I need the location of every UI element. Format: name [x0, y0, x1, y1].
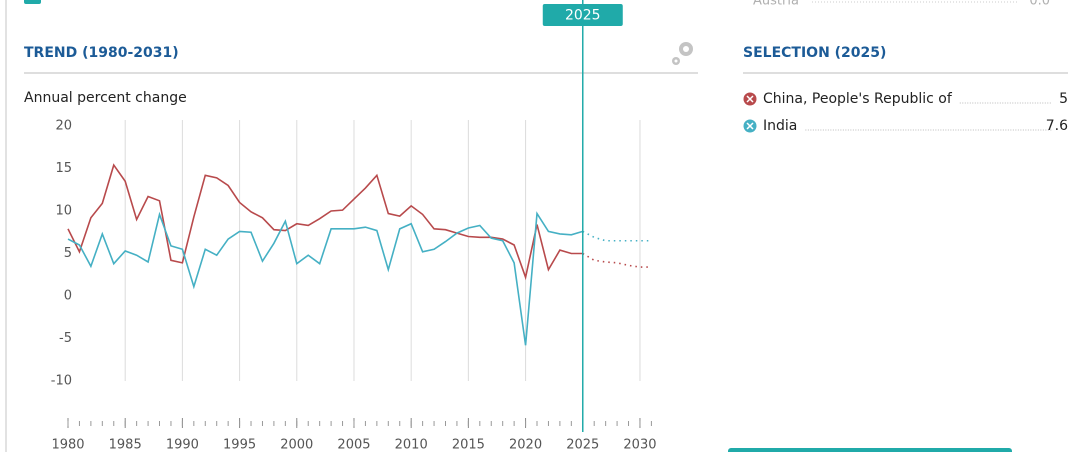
- x-tick-label: 2005: [337, 438, 370, 453]
- chart-subtitle: Annual percent change: [24, 90, 187, 106]
- y-tick-label: -5: [59, 331, 72, 346]
- y-tick-label: 20: [55, 119, 72, 134]
- x-tick-label: 1990: [166, 438, 199, 453]
- settings-icon[interactable]: [672, 42, 693, 65]
- series-line: [67, 211, 583, 346]
- selection-value: 7.6: [1046, 118, 1068, 134]
- remove-cross: [746, 95, 754, 103]
- cursor-label: 2025: [565, 8, 601, 24]
- top-row-label: Austria: [753, 0, 799, 9]
- series-line: [582, 230, 652, 242]
- y-tick-label: 5: [64, 246, 72, 261]
- y-tick-label: -10: [51, 374, 72, 389]
- x-tick-label: 2030: [623, 438, 656, 453]
- selection-name: China, People's Republic of: [763, 91, 953, 107]
- selection-name: India: [763, 118, 797, 134]
- y-tick-label: 10: [55, 204, 72, 219]
- selection-value: 5: [1059, 91, 1068, 107]
- remove-cross: [746, 122, 754, 130]
- y-tick-label: 0: [64, 289, 72, 304]
- y-tick-label: 15: [55, 161, 72, 176]
- checkbox[interactable]: [24, 0, 41, 4]
- button[interactable]: [728, 448, 1012, 456]
- series-line: [67, 163, 583, 281]
- x-tick-label: 1980: [51, 438, 84, 453]
- x-tick-label: 1985: [109, 438, 142, 453]
- series-line: [582, 252, 652, 268]
- x-tick-label: 2015: [452, 438, 485, 453]
- cursor-box[interactable]: [542, 4, 623, 26]
- trend-title: TREND (1980-2031): [24, 45, 179, 61]
- selection-title: SELECTION (2025): [743, 45, 886, 61]
- x-tick-label: 2000: [280, 438, 313, 453]
- x-tick-label: 1995: [223, 438, 256, 453]
- x-tick-label: 2020: [509, 438, 542, 453]
- top-row-value: 0.0: [1029, 0, 1050, 9]
- x-tick-label: 2010: [395, 438, 428, 453]
- x-tick-label: 2025: [566, 438, 599, 453]
